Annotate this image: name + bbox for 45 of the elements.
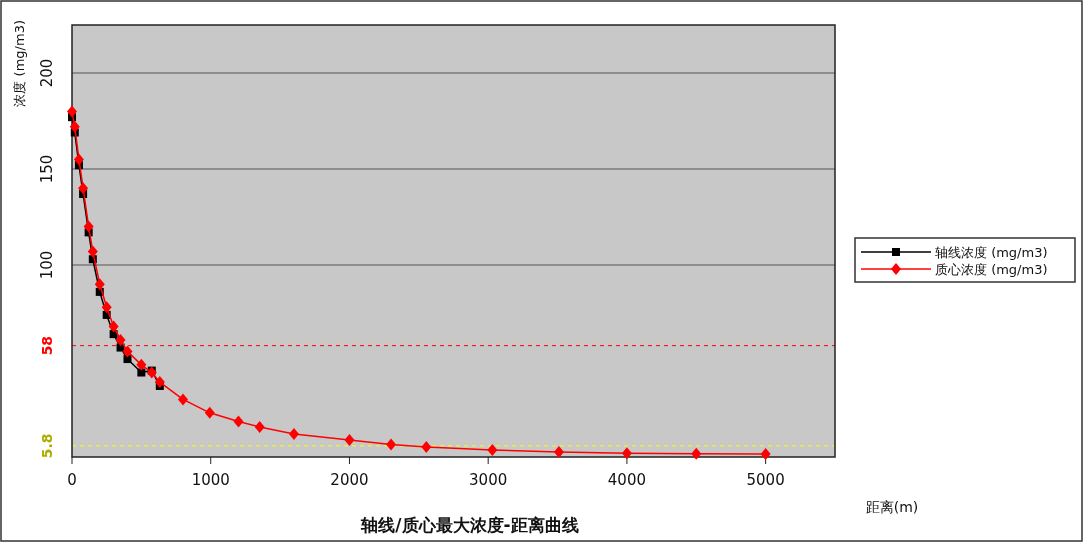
x-tick-label: 5000 xyxy=(746,471,785,489)
point xyxy=(760,448,771,461)
y-axis-title: 浓度 (mg/m3) xyxy=(12,20,27,107)
y-tick-label: 150 xyxy=(38,154,56,184)
ref-line-label: 5.8 xyxy=(39,433,55,459)
x-axis-title: 距离(m) xyxy=(865,499,919,515)
point xyxy=(487,444,498,457)
y-tick-label: 100 xyxy=(38,250,56,280)
point xyxy=(67,105,77,118)
x-tick-label: 1000 xyxy=(191,471,230,489)
point xyxy=(87,245,98,258)
point xyxy=(288,427,299,440)
point xyxy=(154,376,165,389)
point xyxy=(421,441,432,454)
point xyxy=(115,333,126,346)
point xyxy=(233,415,244,428)
point xyxy=(553,446,564,459)
ref-line-label: 58 xyxy=(39,335,55,356)
point xyxy=(137,368,146,377)
point xyxy=(101,301,112,314)
x-tick-label: 3000 xyxy=(469,471,508,489)
point xyxy=(204,406,215,419)
y-tick-label: 200 xyxy=(38,58,56,88)
text: 轴线浓度 (mg/m3) xyxy=(935,245,1048,260)
point xyxy=(386,438,397,451)
point xyxy=(254,421,265,434)
point xyxy=(146,366,157,379)
point xyxy=(69,120,80,133)
x-tick-label: 4000 xyxy=(607,471,646,489)
point xyxy=(108,320,119,333)
x-tick-label: 2000 xyxy=(330,471,369,489)
point xyxy=(691,447,702,460)
point xyxy=(78,182,89,195)
point xyxy=(136,358,147,371)
point xyxy=(122,345,133,358)
point xyxy=(73,153,84,166)
x-tick-label: 0 xyxy=(67,471,77,489)
text: 质心浓度 (mg/m3) xyxy=(935,262,1048,277)
point xyxy=(123,355,132,364)
point xyxy=(621,447,632,460)
text: 轴线/质心最大浓度-距离曲线 xyxy=(360,515,579,535)
point xyxy=(344,433,355,446)
point xyxy=(177,393,188,406)
point xyxy=(94,278,105,291)
point xyxy=(83,220,94,233)
